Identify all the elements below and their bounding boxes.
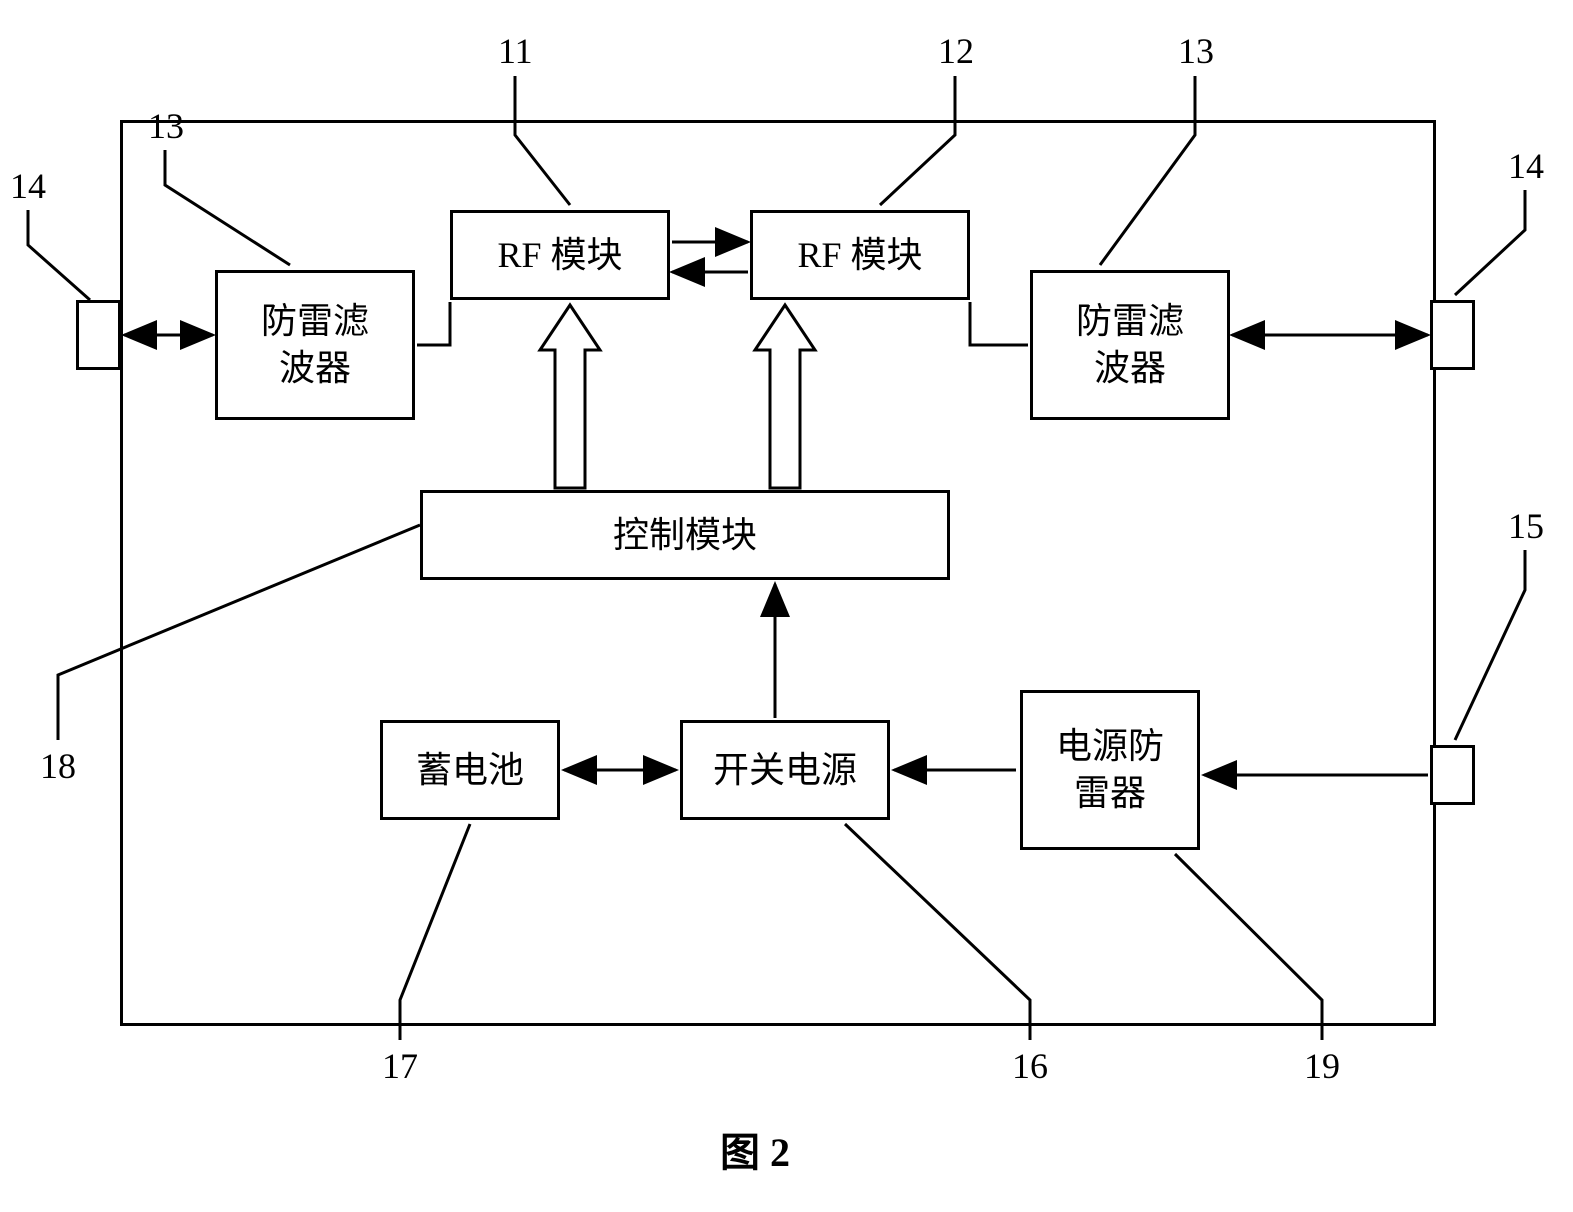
ref-15-text: 15	[1508, 506, 1544, 546]
filterR-rf2-line	[970, 302, 1028, 345]
ref-16-text: 16	[1012, 1046, 1048, 1086]
ref-14-right: 14	[1508, 145, 1544, 187]
ref-19: 19	[1304, 1045, 1340, 1087]
leader-19	[1175, 854, 1322, 1040]
ref-16: 16	[1012, 1045, 1048, 1087]
ref-15: 15	[1508, 505, 1544, 547]
ref-17-text: 17	[382, 1046, 418, 1086]
ref-14-left: 14	[10, 165, 46, 207]
leader-16	[845, 824, 1030, 1040]
ref-13a-text: 13	[148, 106, 184, 146]
figure-caption-text: 图 2	[720, 1130, 790, 1175]
leader-12	[880, 76, 955, 205]
ref-14b-text: 14	[1508, 146, 1544, 186]
leader-17	[400, 824, 470, 1040]
leader-11	[515, 76, 570, 205]
ref-17: 17	[382, 1045, 418, 1087]
ref-12: 12	[938, 30, 974, 72]
ref-11-text: 11	[498, 31, 533, 71]
figure-caption: 图 2	[720, 1120, 790, 1178]
leader-14-right	[1455, 190, 1525, 295]
ref-18-text: 18	[40, 746, 76, 786]
leader-13-right	[1100, 76, 1195, 265]
ref-18: 18	[40, 745, 76, 787]
ref-12-text: 12	[938, 31, 974, 71]
ref-14a-text: 14	[10, 166, 46, 206]
block-arrow-ctrl-rf2	[755, 305, 815, 488]
ref-13-right: 13	[1178, 30, 1214, 72]
leader-13-left	[165, 150, 290, 265]
ref-11: 11	[498, 30, 533, 72]
leader-15	[1455, 550, 1525, 740]
ref-19-text: 19	[1304, 1046, 1340, 1086]
leader-14-left	[28, 210, 90, 300]
block-arrow-ctrl-rf1	[540, 305, 600, 488]
diagram-container: RF 模块 RF 模块 防雷滤波器 防雷滤波器 控制模块 蓄电池 开关电源 电源…	[0, 0, 1573, 1212]
ref-13b-text: 13	[1178, 31, 1214, 71]
ref-13-left: 13	[148, 105, 184, 147]
leader-18	[58, 525, 420, 740]
filterL-rf1-line	[417, 302, 450, 345]
diagram-svg	[0, 0, 1573, 1212]
